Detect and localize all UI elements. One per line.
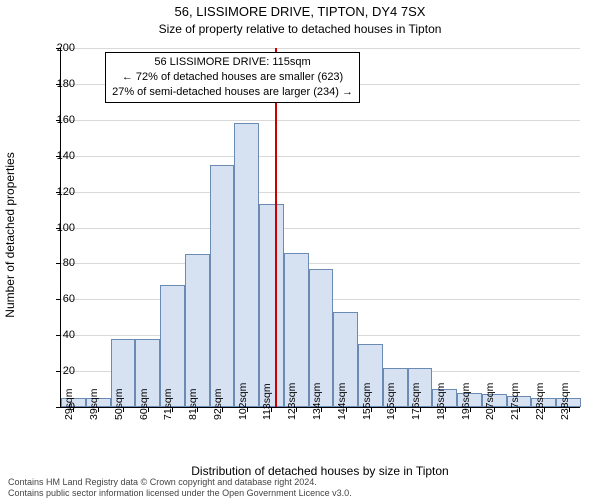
ytick-label: 20 xyxy=(35,365,75,377)
ytick-label: 200 xyxy=(35,42,75,54)
gridline xyxy=(61,228,580,229)
ytick-label: 120 xyxy=(35,186,75,198)
histogram-bar xyxy=(259,204,284,407)
ytick-label: 160 xyxy=(35,114,75,126)
gridline xyxy=(61,120,580,121)
annotation-box: 56 LISSIMORE DRIVE: 115sqm← 72% of detac… xyxy=(105,52,360,103)
ytick-label: 140 xyxy=(35,150,75,162)
ytick-label: 80 xyxy=(35,257,75,269)
histogram-bar xyxy=(234,123,259,407)
ytick-label: 180 xyxy=(35,78,75,90)
histogram-bar xyxy=(185,254,210,407)
footer-attribution: Contains HM Land Registry data © Crown c… xyxy=(8,477,352,498)
plot-area: 56 LISSIMORE DRIVE: 115sqm← 72% of detac… xyxy=(60,48,580,408)
annotation-line: 56 LISSIMORE DRIVE: 115sqm xyxy=(112,55,353,70)
chart-container: 56, LISSIMORE DRIVE, TIPTON, DY4 7SX Siz… xyxy=(0,0,600,500)
ytick-label: 40 xyxy=(35,329,75,341)
chart-title-sub: Size of property relative to detached ho… xyxy=(0,22,600,36)
annotation-line: ← 72% of detached houses are smaller (62… xyxy=(112,70,353,85)
footer-line-1: Contains HM Land Registry data © Crown c… xyxy=(8,477,352,487)
histogram-bar xyxy=(210,165,235,407)
ytick-label: 60 xyxy=(35,293,75,305)
x-axis-label: Distribution of detached houses by size … xyxy=(60,464,580,478)
gridline xyxy=(61,48,580,49)
gridline xyxy=(61,263,580,264)
gridline xyxy=(61,192,580,193)
y-axis-label: Number of detached properties xyxy=(3,152,17,317)
gridline xyxy=(61,156,580,157)
footer-line-2: Contains public sector information licen… xyxy=(8,488,352,498)
annotation-line: 27% of semi-detached houses are larger (… xyxy=(112,85,353,100)
ytick-label: 100 xyxy=(35,222,75,234)
chart-title-main: 56, LISSIMORE DRIVE, TIPTON, DY4 7SX xyxy=(0,4,600,19)
